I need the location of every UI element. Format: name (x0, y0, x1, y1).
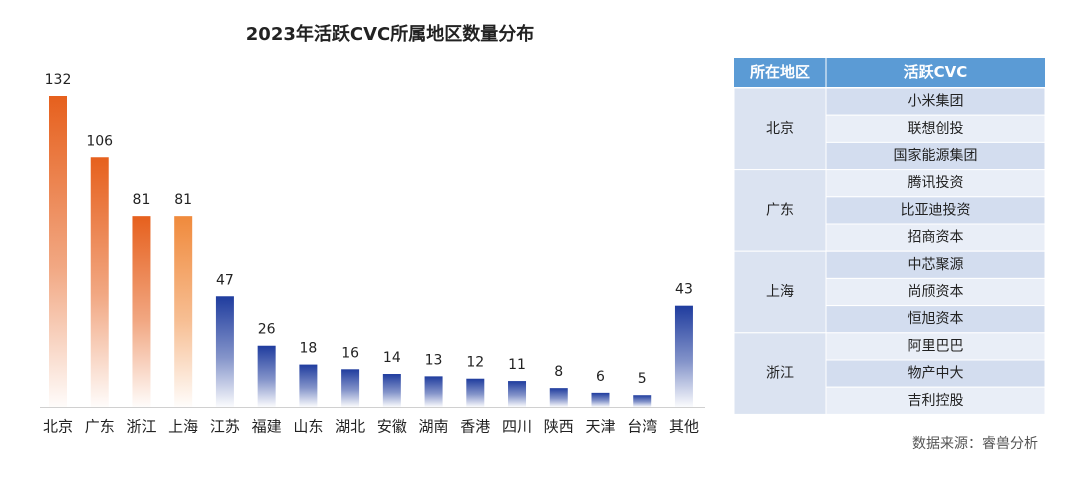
bar (299, 364, 318, 407)
bar (132, 216, 151, 407)
company-cell (825, 277, 1046, 307)
company-label: 招商资本 (908, 230, 964, 246)
company-label: 国家能源集团 (894, 147, 978, 164)
bar (508, 381, 527, 407)
company-cell (825, 223, 1046, 252)
value-label: 5 (638, 371, 647, 387)
value-label: 132 (45, 72, 72, 88)
bar (549, 388, 568, 407)
region-cell (733, 87, 827, 171)
table-header: 所在地区 (750, 63, 810, 81)
x-tick-label: 北京 (43, 418, 73, 436)
chart-title: 2023年活跃CVC所属地区数量分布 (246, 23, 534, 45)
region-cell (733, 250, 827, 334)
bar (466, 378, 485, 407)
value-label: 43 (675, 282, 693, 298)
bar (341, 369, 360, 407)
company-label: 吉利控股 (908, 393, 964, 409)
value-label: 81 (174, 192, 192, 208)
bar (90, 157, 109, 407)
x-tick-label: 香港 (460, 418, 490, 436)
value-label: 14 (383, 350, 401, 366)
bar (215, 296, 234, 407)
x-tick-label: 江苏 (210, 418, 240, 436)
x-tick-label: 台湾 (627, 418, 657, 436)
value-label: 47 (216, 272, 234, 288)
value-label: 12 (466, 355, 484, 371)
value-label: 13 (425, 352, 443, 368)
company-label: 中芯聚源 (908, 257, 964, 273)
region-cell (733, 169, 827, 252)
x-tick-label: 湖南 (419, 418, 449, 436)
source-note: 数据来源：睿兽分析 (912, 436, 1038, 452)
x-tick-label: 山东 (293, 418, 323, 436)
company-cell (825, 169, 1046, 198)
region-label: 浙江 (766, 366, 794, 382)
company-label: 比亚迪投资 (901, 202, 971, 218)
bar (633, 395, 652, 407)
value-label: 8 (554, 364, 563, 380)
bar (674, 305, 693, 407)
bar (591, 392, 610, 407)
bar (49, 96, 67, 407)
x-tick-label: 福建 (252, 418, 282, 436)
company-cell (825, 386, 1046, 415)
company-label: 物产中大 (908, 366, 964, 382)
x-tick-label: 广东 (85, 418, 115, 436)
region-cell (733, 332, 827, 415)
x-tick-label: 湖北 (335, 418, 365, 436)
table-header-bg (734, 58, 1045, 87)
x-tick-label: 安徽 (377, 418, 407, 436)
company-label: 小米集团 (908, 93, 964, 110)
company-cell (825, 114, 1046, 143)
table-header: 活跃CVC (904, 63, 968, 81)
company-label: 阿里巴巴 (908, 338, 964, 354)
company-cell (825, 196, 1046, 225)
region-label: 北京 (766, 121, 794, 137)
region-label: 广东 (766, 202, 794, 218)
x-tick-label: 上海 (168, 418, 198, 436)
region-label: 上海 (766, 284, 794, 300)
company-cell (825, 305, 1046, 334)
company-cell (825, 359, 1046, 388)
company-label: 联想创投 (908, 121, 964, 137)
x-tick-label: 天津 (585, 418, 615, 436)
bar (257, 345, 276, 407)
value-label: 26 (258, 322, 276, 338)
bar (382, 374, 401, 407)
value-label: 11 (508, 357, 526, 373)
bar (424, 376, 443, 407)
value-label: 81 (133, 192, 151, 208)
bar (174, 216, 193, 407)
value-label: 6 (596, 369, 605, 385)
x-tick-label: 其他 (669, 418, 699, 436)
value-label: 106 (86, 133, 113, 149)
x-tick-label: 浙江 (126, 418, 156, 436)
company-label: 腾讯投资 (908, 174, 964, 191)
value-label: 18 (299, 341, 317, 357)
value-label: 16 (341, 345, 359, 361)
company-cell (825, 250, 1046, 279)
company-cell (825, 332, 1046, 361)
x-tick-label: 四川 (502, 418, 532, 436)
company-label: 尚颀资本 (908, 284, 964, 300)
x-tick-label: 陕西 (544, 418, 574, 436)
company-cell (825, 141, 1046, 171)
company-label: 恒旭资本 (908, 311, 964, 327)
